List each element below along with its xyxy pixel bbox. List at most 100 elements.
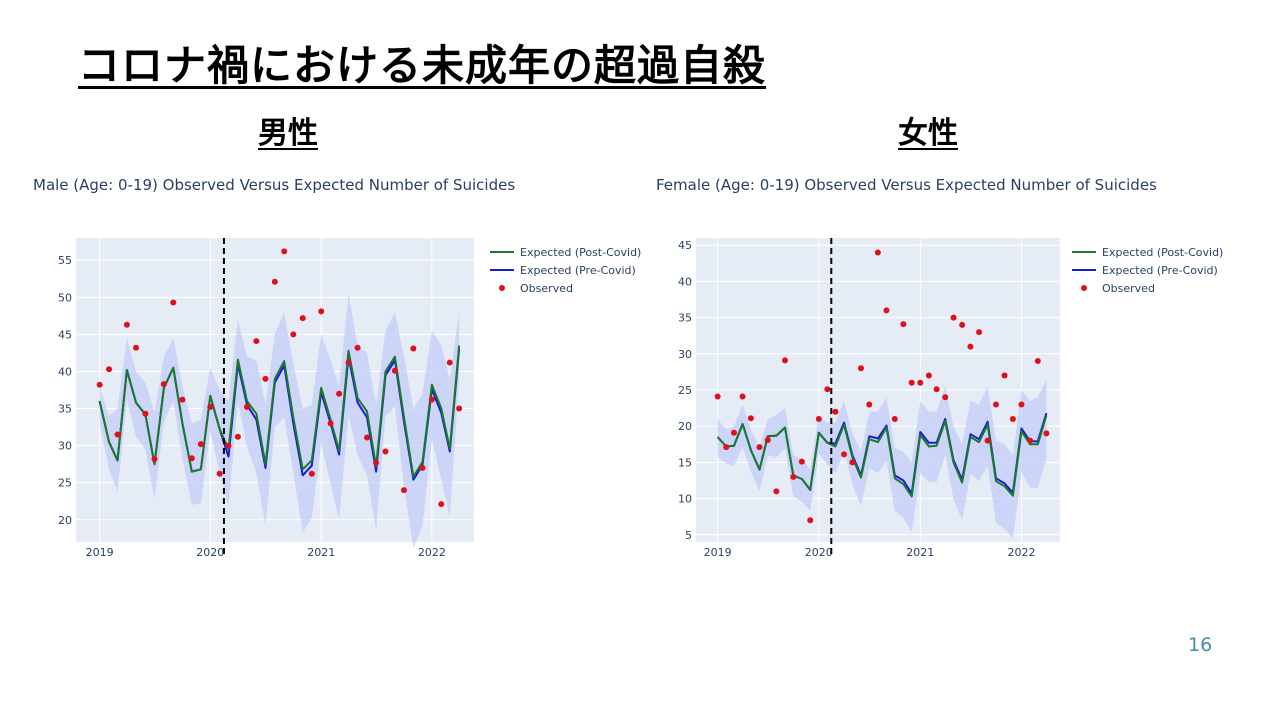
female-observed-point <box>714 393 721 400</box>
male-observed-point <box>179 396 186 403</box>
female-observed-point <box>976 329 983 336</box>
female-observed-point <box>874 249 881 256</box>
female-x-tick-label: 2022 <box>1007 546 1035 559</box>
female-observed-point <box>933 386 940 393</box>
female-observed-point <box>917 379 924 386</box>
male-subtitle: 男性 <box>258 116 318 151</box>
male-observed-point <box>197 441 204 448</box>
male-observed-point <box>170 299 177 306</box>
male-observed-point <box>446 359 453 366</box>
male-y-tick-label: 35 <box>58 403 72 416</box>
female-observed-point <box>832 408 839 415</box>
female-y-tick-label: 20 <box>678 420 692 433</box>
female-observed-point <box>781 357 788 364</box>
male-observed-point <box>382 448 389 455</box>
male-observed-point <box>106 366 113 373</box>
female-observed-point <box>824 386 831 393</box>
page-number: 16 <box>1188 634 1213 656</box>
male-observed-point <box>345 359 352 366</box>
female-observed-point <box>790 473 797 480</box>
female-observed-point <box>1001 372 1008 379</box>
male-legend-label: Observed <box>520 282 573 295</box>
male-y-tick-label: 25 <box>58 477 72 490</box>
male-observed-point <box>419 464 426 471</box>
male-y-tick-label: 45 <box>58 328 72 341</box>
male-y-tick-label: 40 <box>58 365 72 378</box>
male-observed-point <box>271 278 278 285</box>
female-observed-point <box>891 415 898 422</box>
female-x-tick-label: 2019 <box>704 546 732 559</box>
male-y-tick-label: 20 <box>58 514 72 527</box>
male-observed-point <box>253 338 260 345</box>
male-observed-point <box>216 470 223 477</box>
female-y-tick-label: 35 <box>678 312 692 325</box>
male-observed-point <box>456 405 463 412</box>
male-legend-label: Expected (Post-Covid) <box>520 246 641 259</box>
male-x-tick-label: 2020 <box>196 546 224 559</box>
male-observed-point <box>142 410 149 417</box>
male-observed-point <box>438 501 445 508</box>
male-x-tick-label: 2019 <box>86 546 114 559</box>
male-x-tick-label: 2021 <box>307 546 335 559</box>
female-observed-point <box>984 437 991 444</box>
female-legend-label: Expected (Pre-Covid) <box>1102 264 1218 277</box>
female-legend-swatch <box>1081 285 1087 291</box>
male-observed-point <box>308 470 315 477</box>
male-legend-label: Expected (Pre-Covid) <box>520 264 636 277</box>
male-observed-point <box>133 344 140 351</box>
female-observed-point <box>773 488 780 495</box>
female-subtitle: 女性 <box>898 116 958 151</box>
male-observed-point <box>151 455 158 462</box>
male-observed-point <box>234 433 241 440</box>
male-observed-point <box>281 248 288 255</box>
female-observed-point <box>764 436 771 443</box>
male-observed-point <box>373 459 380 466</box>
male-observed-point <box>391 367 398 374</box>
male-observed-point <box>299 315 306 322</box>
female-observed-point <box>815 415 822 422</box>
female-observed-point <box>967 343 974 350</box>
male-observed-point <box>327 420 334 427</box>
male-y-tick-label: 30 <box>58 440 72 453</box>
male-observed-point <box>123 321 130 328</box>
female-post-covid-line <box>716 415 1048 498</box>
female-observed-point <box>747 415 754 422</box>
female-observed-point <box>950 314 957 321</box>
female-observed-point <box>883 307 890 314</box>
male-observed-point <box>243 404 250 411</box>
female-observed-point <box>857 365 864 372</box>
female-observed-point <box>1034 358 1041 365</box>
male-observed-point <box>428 396 435 403</box>
female-observed-point <box>807 517 814 524</box>
female-observed-point <box>849 459 856 466</box>
female-y-tick-label: 5 <box>685 529 692 542</box>
male-observed-point <box>225 442 232 449</box>
male-post-covid-line <box>98 345 461 478</box>
female-observed-point <box>723 444 730 451</box>
male-observed-point <box>363 434 370 441</box>
male-x-tick-label: 2022 <box>418 546 446 559</box>
female-y-tick-label: 40 <box>678 275 692 288</box>
male-observed-point <box>410 345 417 352</box>
male-observed-point <box>160 381 167 388</box>
female-observed-point <box>925 372 932 379</box>
female-confidence-band <box>717 379 1047 539</box>
female-y-tick-label: 45 <box>678 239 692 252</box>
female-observed-point <box>730 429 737 436</box>
male-observed-point <box>290 331 297 338</box>
male-observed-point <box>207 404 214 411</box>
female-observed-point <box>841 451 848 458</box>
female-observed-point <box>1009 415 1016 422</box>
male-legend-swatch <box>499 285 505 291</box>
female-observed-point <box>1018 401 1025 408</box>
female-legend-label: Expected (Post-Covid) <box>1102 246 1223 259</box>
female-observed-point <box>900 321 907 328</box>
male-observed-point <box>188 455 195 462</box>
female-x-tick-label: 2020 <box>805 546 833 559</box>
female-legend-label: Observed <box>1102 282 1155 295</box>
male-y-tick-label: 55 <box>58 254 72 267</box>
female-observed-point <box>756 444 763 451</box>
female-observed-point <box>798 458 805 465</box>
